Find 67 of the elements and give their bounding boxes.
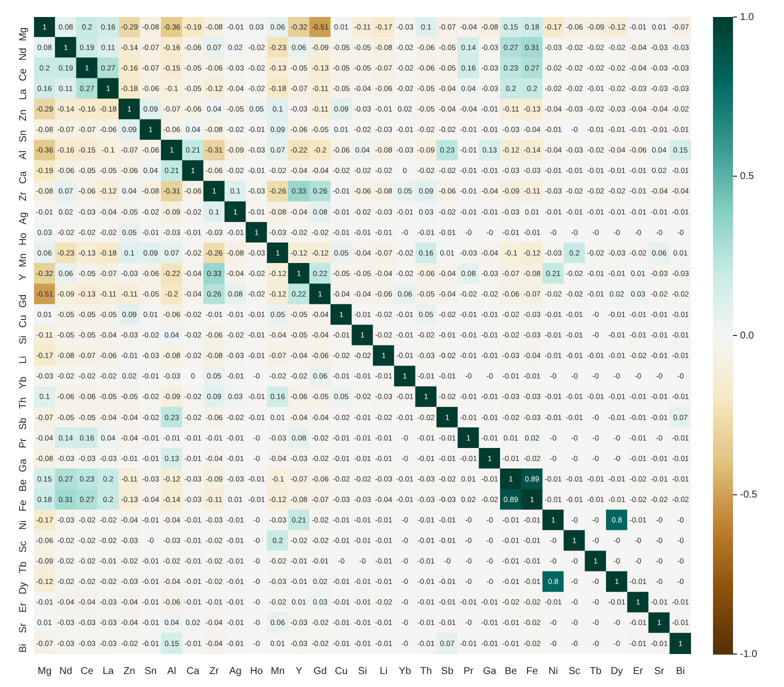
color-bar-label: 0.5 [740, 171, 754, 182]
y-tick-label: Cu [18, 314, 29, 328]
y-tick-label: Be [18, 478, 29, 492]
y-tick-label: Al [18, 150, 29, 160]
x-tick-label: Al [167, 666, 176, 677]
color-bar-label: 0.0 [740, 330, 754, 342]
x-tick-label: La [102, 666, 114, 677]
x-tick-label: Sn [144, 666, 157, 677]
color-bar-label: -0.5 [740, 490, 758, 500]
x-tick-label: Ce [80, 666, 94, 677]
x-tick-label: Zn [124, 666, 136, 677]
x-tick-label: Pr [463, 666, 474, 677]
x-tick-label: Si [358, 666, 367, 677]
x-tick-label: Fe [526, 666, 538, 677]
y-tick-label: Sn [18, 130, 29, 142]
x-tick-label: Be [504, 666, 518, 677]
y-tick-label: Th [18, 397, 29, 409]
y-tick-label: Zn [18, 109, 29, 122]
y-tick-label: Y [18, 274, 29, 281]
x-tick-label: Zr [209, 666, 220, 677]
y-tick-label: Pr [18, 438, 29, 448]
x-tick-label: Nd [59, 666, 72, 677]
color-bar-label: -1.0 [740, 648, 758, 660]
y-tick-label: Si [18, 336, 29, 344]
x-tick-label: Ga [482, 666, 497, 677]
y-tick-label: Li [18, 356, 29, 364]
y-tick-label: Sb [18, 417, 29, 430]
color-bar-label: 1.0 [740, 12, 754, 23]
y-tick-label: Zr [18, 191, 29, 202]
x-tick-label: Yb [398, 666, 412, 677]
x-tick-label: Ho [250, 666, 264, 677]
x-tick-label: Mn [270, 666, 285, 677]
y-tick-label: Ce [18, 68, 29, 82]
y-tick-label: Yb [18, 376, 29, 389]
x-tick-label: Sr [654, 666, 665, 677]
y-tick-label: Fe [18, 499, 29, 512]
x-tick-label: Ca [186, 666, 200, 677]
y-tick-label: Ca [18, 170, 29, 184]
y-tick-label: Er [18, 602, 29, 613]
x-tick-label: Sb [441, 666, 454, 677]
x-tick-label: Sc [568, 666, 580, 677]
x-tick-label: Y [296, 666, 303, 677]
y-tick-label: Gd [18, 294, 29, 308]
x-tick-label: Dy [610, 666, 623, 677]
x-tick-label: Ni [548, 666, 558, 677]
y-tick-label: Ni [18, 520, 29, 530]
x-tick-label: Mg [38, 666, 52, 677]
y-tick-label: Bi [18, 644, 29, 653]
x-tick-label: Bi [676, 666, 685, 677]
x-tick-label: Tb [590, 666, 602, 677]
y-tick-label: Ga [18, 458, 29, 472]
x-tick-label: Er [633, 666, 644, 677]
y-tick-label: Dy [18, 582, 29, 594]
x-tick-label: Gd [313, 666, 327, 677]
y-tick-label: Mg [18, 27, 29, 42]
y-tick-label: La [18, 88, 29, 100]
y-tick-label: Sc [18, 540, 29, 553]
y-tick-label: Ho [18, 232, 29, 246]
x-tick-label: Th [420, 666, 432, 677]
y-tick-label: Tb [18, 561, 29, 574]
x-tick-label: Li [380, 666, 388, 677]
y-tick-label: Ag [18, 212, 29, 224]
y-tick-label: Sr [18, 622, 29, 634]
x-tick-label: Ag [229, 666, 242, 677]
y-tick-label: Nd [18, 48, 29, 61]
y-tick-label: Mn [18, 253, 29, 268]
x-tick-label: Cu [334, 666, 348, 677]
